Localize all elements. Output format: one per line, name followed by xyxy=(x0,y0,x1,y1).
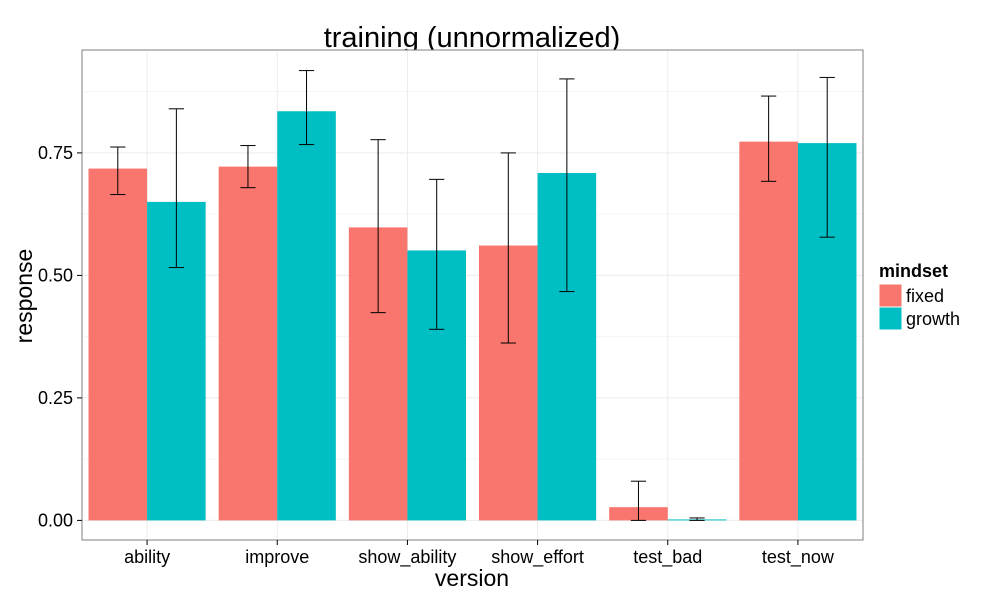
legend-label-fixed: fixed xyxy=(906,286,944,306)
x-axis: ability improve show_ability show_effort tes… xyxy=(124,540,835,568)
error-bar-growth-improve xyxy=(298,70,315,146)
plot-panel xyxy=(82,50,863,540)
bar-growth-improve xyxy=(277,111,336,521)
legend-key-fixed xyxy=(878,283,903,308)
x-tick-label: show_effort xyxy=(491,547,584,568)
error-bar-growth-show_ability xyxy=(429,178,445,330)
x-tick-label: ability xyxy=(124,547,170,567)
x-tick-label: test_bad xyxy=(633,547,702,568)
x-tick-label: improve xyxy=(245,547,309,567)
error-bar-fixed-show_ability xyxy=(370,139,386,314)
error-bar-fixed-improve xyxy=(240,145,256,189)
error-bar-fixed-test_now xyxy=(761,95,777,182)
legend-label-growth: growth xyxy=(906,309,960,329)
x-tick-label: show_ability xyxy=(358,547,456,568)
legend: mindset fixed growth xyxy=(878,261,960,331)
y-axis-title: response xyxy=(11,249,37,344)
error-bar-fixed-test_bad xyxy=(630,480,647,521)
error-bar-growth-ability xyxy=(168,108,184,269)
y-axis: 0.00 0.25 0.50 0.75 xyxy=(38,143,82,530)
chart-title: training (unnormalized) xyxy=(324,22,621,54)
bar-fixed-ability xyxy=(88,168,148,521)
y-tick-label: 0.00 xyxy=(38,510,73,530)
x-axis-title: version xyxy=(435,565,509,591)
error-bar-fixed-show_effort xyxy=(500,152,516,344)
error-bar-growth-test_now xyxy=(819,76,835,238)
legend-title: mindset xyxy=(879,261,948,281)
error-bar-growth-test_bad xyxy=(689,517,705,521)
bar-fixed-test_now xyxy=(739,141,798,521)
x-tick-label: test_now xyxy=(762,547,835,568)
bar-fixed-improve xyxy=(218,166,278,521)
error-bar-fixed-ability xyxy=(110,146,126,196)
y-tick-label: 0.75 xyxy=(38,143,73,163)
error-bar-growth-show_effort xyxy=(559,78,575,293)
plot-border xyxy=(81,49,864,541)
y-tick-label: 0.25 xyxy=(38,388,73,408)
legend-key-growth xyxy=(878,306,903,331)
y-tick-label: 0.50 xyxy=(38,265,73,285)
plot-area xyxy=(81,49,864,541)
